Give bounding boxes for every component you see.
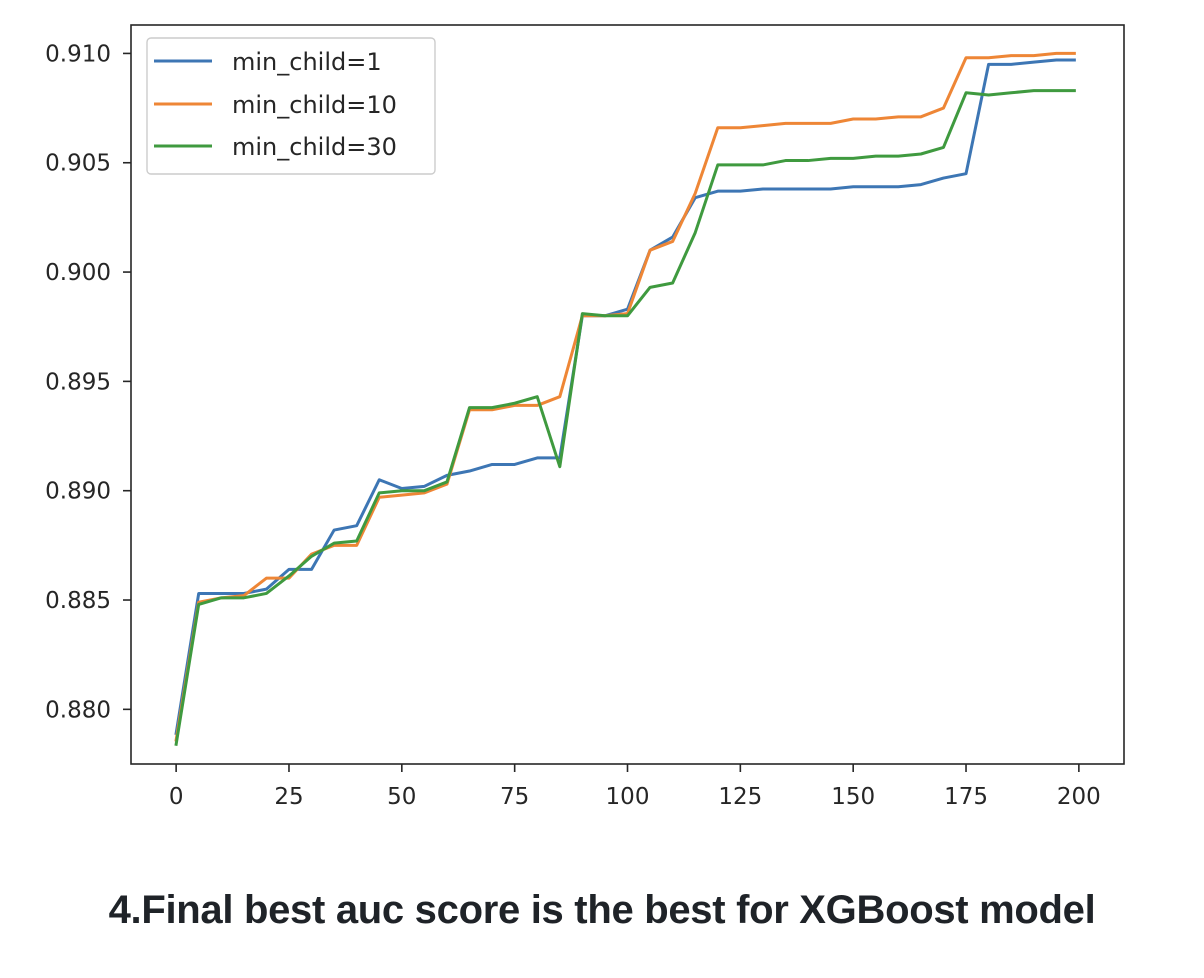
legend-entry: min_child=10 xyxy=(154,91,397,119)
line-chart: 0 25 50 75 100 125 150 175 200 0.8800.8850.8900.… xyxy=(45,24,1125,810)
x-tick-label: 50 xyxy=(387,784,416,810)
legend-box xyxy=(146,37,436,175)
x-axis: 0 25 50 75 100 125 150 175 200 xyxy=(169,764,1101,810)
x-tick-label: 75 xyxy=(500,784,529,810)
figure-caption: 4.Final best auc score is the best for X… xyxy=(108,888,1096,932)
x-tick-label: 0 xyxy=(169,784,184,810)
legend-entry: min_child=1 xyxy=(154,48,382,76)
x-tick-label: 200 xyxy=(1057,784,1101,810)
x-tick-label: 150 xyxy=(831,784,875,810)
legend-label: min_child=10 xyxy=(232,91,397,119)
x-tick-label: 25 xyxy=(274,784,303,810)
series-line-min-child-30 xyxy=(174,89,1076,747)
series-layer xyxy=(174,51,1076,747)
x-tick-label: 125 xyxy=(718,784,762,810)
y-axis: 0.880 0.885 0.890 0.895 0.900 0.905 0.910 xyxy=(45,41,131,723)
legend-label: min_child=30 xyxy=(232,133,397,161)
y-tick-label: 0.880 xyxy=(45,697,111,723)
legend: min_child=1 min_child=10 min_child=30 xyxy=(146,37,436,175)
y-tick-label: 0.890 xyxy=(45,479,111,505)
x-tick-label: 175 xyxy=(944,784,988,810)
legend-entry: min_child=30 xyxy=(154,133,397,161)
x-tick-label: 100 xyxy=(606,784,650,810)
legend-label: min_child=1 xyxy=(232,48,382,76)
y-tick-label: 0.905 xyxy=(45,151,111,177)
y-tick-label: 0.885 xyxy=(45,588,111,614)
y-tick-label: 0.895 xyxy=(45,369,111,395)
y-tick-label: 0.910 xyxy=(45,41,111,67)
y-tick-label: 0.900 xyxy=(45,260,111,286)
